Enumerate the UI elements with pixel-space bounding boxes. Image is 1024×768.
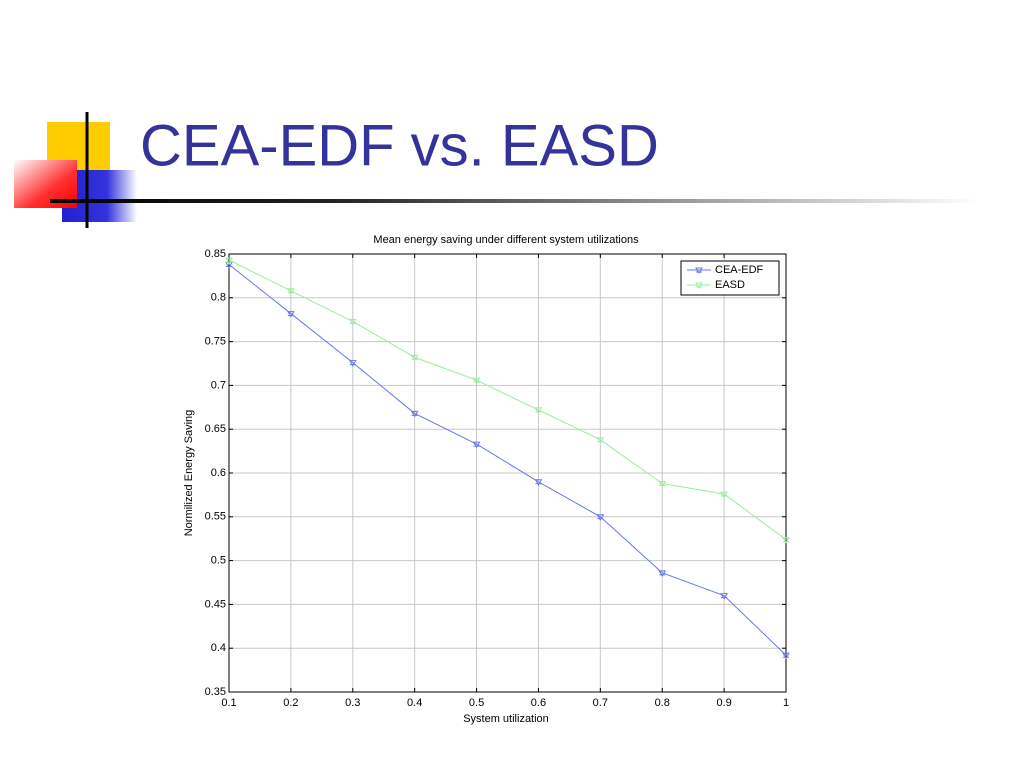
y-tick-label: 0.7 <box>211 379 226 391</box>
deco-hline <box>50 199 980 203</box>
y-tick-label: 0.55 <box>205 511 226 523</box>
point-marker <box>348 318 357 326</box>
y-tick-label: 0.8 <box>211 292 226 304</box>
x-tick-label: 0.1 <box>221 697 236 709</box>
x-tick-label: 0.9 <box>716 697 731 709</box>
x-tick-label: 0.7 <box>593 697 608 709</box>
legend-marker <box>695 282 703 289</box>
point-marker <box>225 257 233 265</box>
x-tick-label: 0.4 <box>407 697 422 709</box>
point-marker <box>658 481 667 488</box>
point-marker <box>472 377 481 385</box>
point-marker <box>720 491 728 498</box>
legend-label: EASD <box>715 279 745 291</box>
x-tick-label: 1 <box>783 697 789 709</box>
point-marker <box>534 479 543 486</box>
point-marker <box>720 593 728 600</box>
x-tick-label: 0.5 <box>469 697 484 709</box>
point-marker <box>410 410 419 418</box>
x-tick-label: 0.8 <box>655 697 670 709</box>
point-marker <box>287 311 295 318</box>
point-marker <box>596 437 605 444</box>
slide-title: CEA-EDF vs. EASD <box>140 113 659 178</box>
y-tick-label: 0.5 <box>211 555 226 567</box>
x-tick-label: 0.3 <box>345 697 360 709</box>
legend-marker <box>695 267 703 274</box>
series-line <box>228 264 787 656</box>
point-marker <box>658 570 667 577</box>
y-tick-label: 0.35 <box>205 686 226 698</box>
chart-title: Mean energy saving under different syste… <box>373 234 639 246</box>
point-marker <box>534 407 543 414</box>
legend-label: CEA-EDF <box>715 264 764 276</box>
x-tick-label: 0.2 <box>283 697 298 709</box>
point-marker <box>596 514 605 521</box>
y-tick-label: 0.4 <box>211 642 226 654</box>
y-tick-label: 0.75 <box>205 336 226 348</box>
y-tick-label: 0.6 <box>211 467 226 479</box>
point-marker <box>782 537 790 544</box>
legend-box <box>680 260 780 296</box>
point-marker <box>472 441 481 449</box>
x-axis-label: System utilization <box>463 713 549 725</box>
y-tick-label: 0.45 <box>205 598 226 610</box>
y-tick-label: 0.85 <box>205 248 226 260</box>
x-tick-label: 0.6 <box>531 697 546 709</box>
point-marker <box>410 354 419 362</box>
y-tick-label: 0.65 <box>205 423 226 435</box>
point-marker <box>348 360 357 367</box>
y-axis-label: Normilized Energy Saving <box>183 410 195 537</box>
plot-border <box>228 253 787 693</box>
series-line <box>228 259 787 540</box>
point-marker <box>782 652 790 660</box>
point-marker <box>287 288 295 295</box>
